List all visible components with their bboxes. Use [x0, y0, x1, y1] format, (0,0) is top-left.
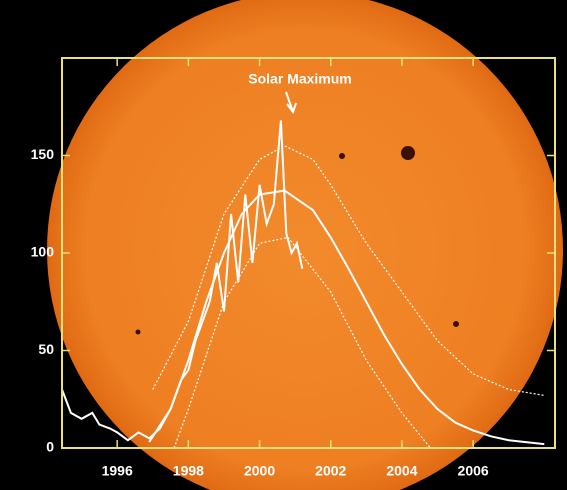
plot: 0 50 100 150 1996 1998 2000 2002 2004 2006: [31, 57, 556, 479]
sunspot: [453, 321, 459, 327]
sun: [47, 0, 563, 490]
y-tick-label: 100: [31, 244, 55, 260]
x-tick-label: 2000: [244, 463, 275, 479]
x-tick-label: 2002: [315, 463, 346, 479]
x-tick-label: 1996: [102, 463, 133, 479]
y-tick-label: 50: [38, 341, 54, 357]
sunspot: [135, 329, 141, 335]
y-tick-label: 0: [46, 439, 54, 455]
series-line: [173, 236, 431, 448]
x-tick-label: 1998: [173, 463, 204, 479]
annotation-arrow: [285, 91, 297, 115]
sunspot: [401, 146, 415, 160]
x-tick-label: 2004: [386, 463, 417, 479]
y-tick-label: 150: [31, 146, 55, 162]
series-line: [62, 120, 304, 442]
series-line: [148, 189, 545, 446]
sunspot: [339, 153, 345, 159]
frame: [61, 57, 556, 449]
annotation: Solar Maximum: [248, 71, 351, 87]
x-tick-label: 2006: [458, 463, 489, 479]
series-line: [152, 145, 545, 396]
